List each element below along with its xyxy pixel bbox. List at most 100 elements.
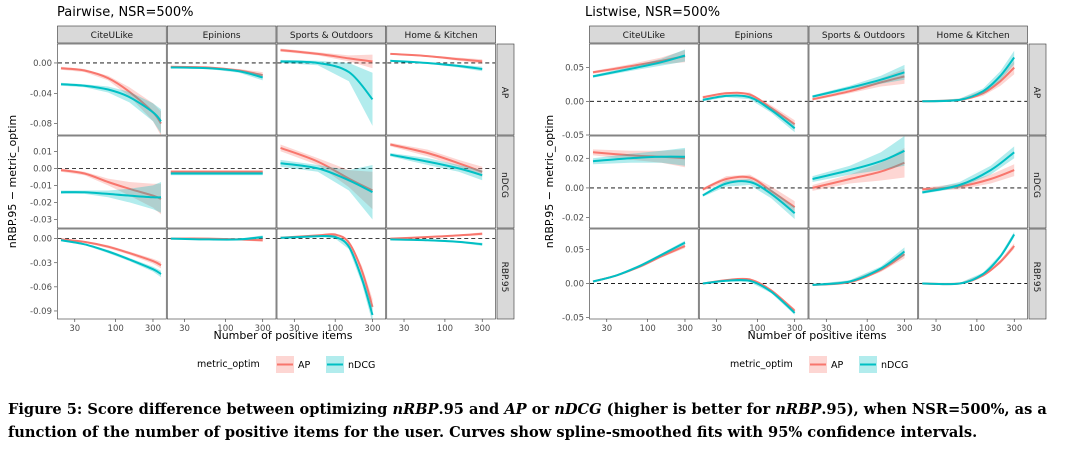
series-line-ndcg	[702, 94, 796, 130]
facet-data	[590, 147, 698, 189]
x-tick-label: 300	[364, 324, 380, 334]
chart-pairwise: Pairwise, NSR=500% CiteULike Epinions Sport…	[6, 5, 515, 373]
facet-data	[167, 235, 276, 242]
x-axis-title: Number of positive items	[747, 329, 886, 342]
facet-strip-home-kitchen	[918, 25, 1028, 44]
row-strip-rbp-95	[1028, 228, 1047, 320]
facet-home-kitchen-rbp-95: 30 100 300	[918, 228, 1028, 334]
x-tick-label: 30	[821, 324, 832, 334]
chart-listwise: Listwise, NSR=500% CiteULike Epinions Sport…	[543, 5, 1047, 373]
series-line-ap	[390, 143, 483, 173]
series-line-ndcg	[702, 180, 796, 214]
y-axis-title: nRBP.95 − metric_optim	[6, 115, 19, 249]
facet-citeulike-ap	[589, 43, 699, 136]
ci-band-ndcg	[922, 50, 1015, 102]
y-tick-label: -0.03	[30, 215, 52, 225]
x-tick-label: 300	[474, 324, 490, 334]
row-strip-rbp-95	[496, 228, 515, 320]
facet-data	[387, 232, 495, 246]
ci-band-ndcg	[280, 59, 373, 126]
facet-home-kitchen-ap	[386, 43, 496, 136]
facet-data	[387, 142, 495, 181]
series-line-ndcg	[170, 66, 263, 79]
caption-part-2: .95 and	[438, 401, 505, 418]
ci-band-ndcg	[812, 136, 905, 182]
facet-citeulike-rbp-95: 30 100 300	[589, 228, 699, 334]
x-tick-label: 300	[145, 324, 161, 334]
row-strip-label: nDCG	[1031, 172, 1041, 198]
y-tick-label: 0.00	[565, 280, 584, 290]
series-line-ndcg	[60, 191, 162, 199]
facet-data	[167, 167, 276, 176]
x-tick-label: 300	[787, 324, 803, 334]
facet-citeulike-rbp-95: 30 100 300	[57, 228, 167, 334]
facet-epinions-rbp-95: 30 100 300	[166, 228, 277, 334]
facet-strip-home-kitchen	[386, 25, 496, 44]
facet-panel	[386, 43, 496, 136]
x-tick-label: 100	[640, 324, 656, 334]
facet-strip-citeulike	[57, 25, 167, 44]
facet-strip-epinions	[698, 25, 809, 44]
facet-strip-epinions	[166, 25, 277, 44]
facet-data	[699, 277, 808, 315]
facet-citeulike-ap	[57, 43, 167, 136]
facet-data	[58, 62, 166, 135]
facet-data	[919, 231, 1027, 286]
facet-data	[809, 136, 918, 191]
x-tick-label: 300	[677, 324, 693, 334]
y-tick-label: 0.05	[565, 64, 584, 74]
series-line-ndcg	[60, 239, 162, 275]
series-line-ndcg	[170, 236, 263, 241]
facet-epinions-ndcg	[166, 135, 277, 229]
caption-math-nrbp: nRBP	[392, 401, 439, 418]
facet-data	[809, 247, 918, 286]
x-tick-label: 100	[969, 324, 985, 334]
series-line-ndcg	[280, 234, 374, 316]
y-tick-label: 0.01	[33, 147, 52, 157]
facet-data	[58, 167, 166, 215]
figure-caption: Figure 5: Score difference between optim…	[8, 398, 1074, 444]
facet-panel	[808, 228, 919, 320]
facet-sports-outdoors-ap	[276, 43, 387, 136]
facet-strip-label: Epinions	[203, 31, 241, 41]
legend: metric_optim AP nDCG	[197, 356, 375, 373]
facet-home-kitchen-ap	[918, 43, 1028, 136]
series-line-ap	[922, 169, 1015, 191]
facet-panel	[918, 135, 1028, 229]
caption-math-ndcg: nDCG	[554, 401, 602, 418]
x-tick-label: 100	[327, 324, 343, 334]
ci-band-ap	[280, 48, 373, 69]
y-tick-label: -0.06	[30, 283, 52, 293]
facet-panel	[166, 135, 277, 229]
ci-band-ndcg	[812, 64, 905, 98]
y-tick-label: -0.02	[30, 198, 52, 208]
legend-title: metric_optim	[730, 359, 793, 370]
facet-data	[919, 146, 1027, 194]
facet-data	[809, 64, 918, 102]
series-line-ap	[280, 146, 373, 192]
facet-panel	[166, 43, 277, 136]
facet-panel	[918, 43, 1028, 136]
facet-data	[590, 240, 698, 284]
facet-strip-sports-outdoors	[808, 25, 919, 44]
ci-band-ndcg	[61, 82, 161, 134]
facet-citeulike-ndcg	[57, 135, 167, 229]
series-line-ndcg	[592, 241, 686, 283]
facet-panel	[808, 43, 919, 136]
y-tick-label: -0.01	[30, 181, 52, 191]
series-line-ndcg	[812, 250, 906, 286]
ci-band-ndcg	[702, 179, 795, 220]
caption-part-1: Figure 5: Score difference between optim…	[8, 401, 393, 418]
facet-strip-label: Home & Kitchen	[937, 31, 1010, 41]
x-tick-label: 100	[108, 324, 124, 334]
legend: metric_optim AP nDCG	[730, 356, 908, 373]
facet-strip-label: Home & Kitchen	[405, 31, 478, 41]
series-line-ndcg	[922, 56, 1015, 103]
ci-band-ndcg	[593, 49, 685, 78]
x-axis-title: Number of positive items	[213, 329, 352, 342]
facet-panel	[698, 228, 809, 320]
x-tick-label: 300	[1006, 324, 1022, 334]
caption-part-4: (higher is better for	[601, 401, 776, 418]
facet-epinions-ap	[166, 43, 277, 136]
caption-math-nrbp-2: nRBP	[775, 401, 822, 418]
